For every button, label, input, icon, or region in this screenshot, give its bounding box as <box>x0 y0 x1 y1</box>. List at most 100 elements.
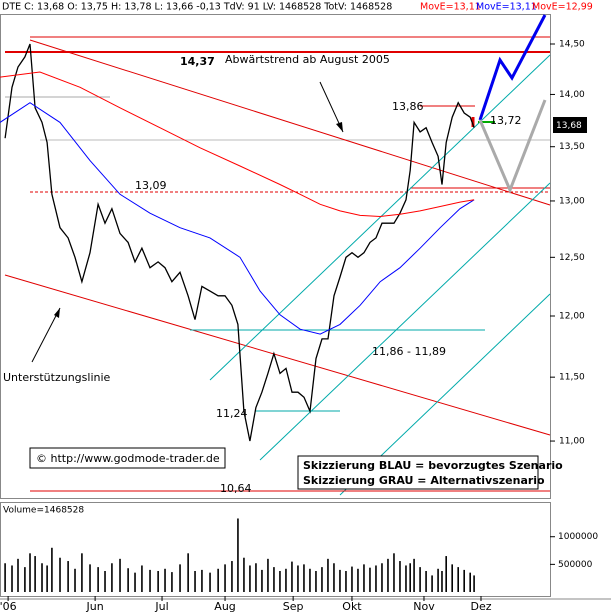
volume-bar <box>164 568 166 592</box>
volume-bar <box>24 567 26 592</box>
y-tick-label: 12,50 <box>559 253 585 263</box>
volume-bar <box>34 556 36 592</box>
volume-bar <box>285 568 287 592</box>
volume-bar <box>171 572 173 592</box>
volume-bar <box>89 564 91 592</box>
x-tick-label: Aug <box>214 600 235 613</box>
volume-bar <box>149 569 151 592</box>
volume-bar <box>291 561 293 592</box>
volume-bar <box>393 553 395 592</box>
volume-bar <box>119 558 121 592</box>
volume-bar <box>441 570 443 592</box>
volume-bar <box>243 557 245 592</box>
volume-bar <box>375 565 377 592</box>
annotation: Abwärtstrend ab August 2005 <box>225 53 390 66</box>
volume-bar <box>315 570 317 592</box>
volume-bar <box>179 564 181 592</box>
x-tick-label: Jun <box>86 600 104 613</box>
volume-bar <box>297 565 299 592</box>
y-tick-label: 1000000 <box>558 532 598 542</box>
header-note: MovE=13,11 <box>420 2 481 13</box>
moving-average <box>0 71 475 218</box>
price-frame <box>0 14 551 499</box>
price-line <box>4 43 475 442</box>
volume-bar <box>104 570 106 592</box>
volume-bar <box>351 566 353 592</box>
moving-average <box>0 102 475 335</box>
y-tick-label: 11,00 <box>559 437 585 447</box>
volume-bar <box>279 570 281 592</box>
source: © http://www.godmode-trader.de <box>36 452 220 465</box>
volume-bar <box>451 564 453 592</box>
volume-bar <box>11 565 13 592</box>
volume-bar <box>59 557 61 592</box>
y-tick-label: 14,00 <box>559 90 585 100</box>
volume-bar <box>357 568 359 592</box>
volume-bar <box>17 558 19 592</box>
volume-bar <box>405 565 407 592</box>
volume-bar <box>201 569 203 592</box>
volume-bar <box>255 563 257 592</box>
price-tag <box>553 117 587 133</box>
source-box <box>29 447 226 469</box>
x-tick-label: Okt <box>342 600 362 613</box>
volume-bar <box>309 568 311 592</box>
x-tick-label: '06 <box>0 600 17 613</box>
volume-bar <box>74 568 76 592</box>
volume-bar <box>97 567 99 592</box>
volume-bar <box>249 565 251 592</box>
volume-bar <box>209 572 211 592</box>
volume-bar <box>134 572 136 592</box>
volume-bar <box>237 518 239 592</box>
volume-bar <box>141 565 143 592</box>
y-tick-label: 13,50 <box>559 142 585 152</box>
volume-bar <box>409 563 411 592</box>
y-tick-label: 500000 <box>558 560 593 570</box>
volume-bar <box>399 561 401 592</box>
volume-bar <box>46 565 48 592</box>
y-tick-label: 11,50 <box>559 373 585 383</box>
annotation: 11,86 - 11,89 <box>372 345 446 358</box>
volume-bar <box>469 572 471 592</box>
volume-bar <box>457 567 459 592</box>
volume-bar <box>333 563 335 592</box>
annotation: 14,37 <box>180 55 215 68</box>
annotation: Unterstützungslinie <box>3 371 111 384</box>
volume-bar <box>231 561 233 592</box>
volume-bar <box>127 568 129 592</box>
x-tick-label: Jul <box>154 600 168 613</box>
volume-bar <box>194 570 196 592</box>
volume-bar <box>111 563 113 592</box>
volume-bar <box>273 567 275 592</box>
note: Skizzierung BLAU = bevorzugtes Szenario <box>303 459 563 472</box>
legend-entry: MovE=12,99 <box>532 2 593 13</box>
y-tick-label: 12,00 <box>559 311 585 321</box>
volume-bar <box>217 568 219 592</box>
y-tick-label: 14,50 <box>559 40 585 50</box>
note: Skizzierung GRAU = Alternativszenario <box>303 474 545 487</box>
volume-bar <box>437 568 439 592</box>
volume-bar <box>51 547 53 592</box>
annotation: 10,64 <box>220 482 252 495</box>
annotation: 13,09 <box>135 179 167 192</box>
volume-bar <box>381 563 383 592</box>
volume-title: Volume=1468528 <box>3 506 84 516</box>
volume-bar <box>419 567 421 592</box>
volume-bar <box>267 558 269 592</box>
volume-bar <box>261 569 263 592</box>
volume-bar <box>67 561 69 592</box>
volume-bar <box>425 570 427 592</box>
volume-bar <box>413 558 415 592</box>
volume-bar <box>157 570 159 592</box>
note-box <box>297 455 539 490</box>
volume-bar <box>187 553 189 592</box>
volume-bar <box>29 553 31 592</box>
volume-bar <box>387 558 389 592</box>
chart-title: DTE C: 13,68 O: 13,75 H: 13,78 L: 13,66 … <box>2 2 392 13</box>
volume-bar <box>445 556 447 592</box>
volume-bar <box>339 569 341 592</box>
volume-frame <box>0 502 551 597</box>
annotation: 13,86 <box>392 100 424 113</box>
volume-bar <box>321 567 323 592</box>
